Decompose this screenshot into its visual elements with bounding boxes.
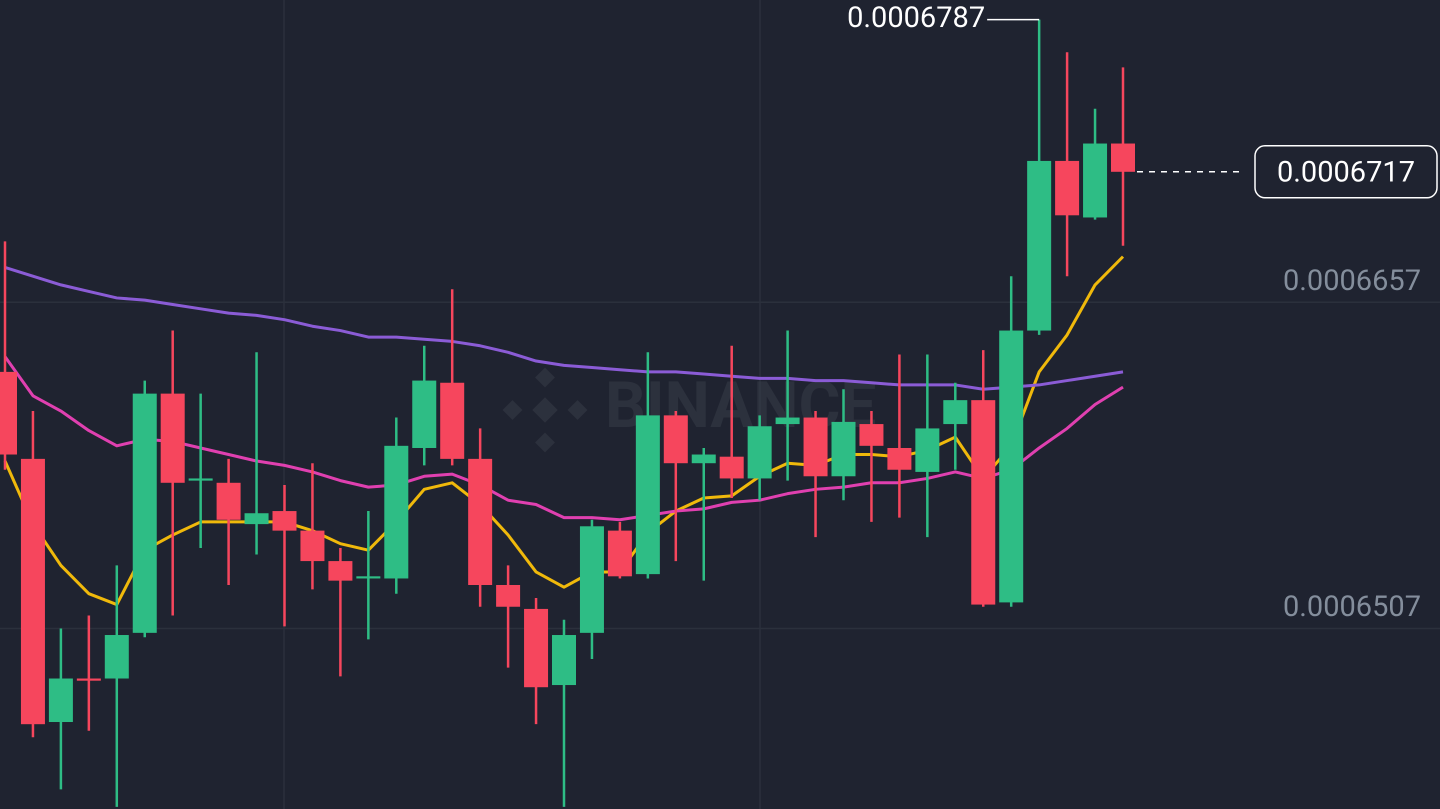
candle-body	[747, 426, 772, 479]
candle-body	[328, 561, 353, 581]
y-tick-label: 0.0006657	[1283, 264, 1421, 298]
candle-body	[691, 454, 716, 464]
candle-body	[887, 447, 912, 470]
candle-body	[160, 393, 185, 483]
candle-body	[132, 393, 157, 633]
candle-body	[607, 530, 632, 577]
candle-body	[971, 400, 996, 605]
candle-body	[831, 421, 856, 477]
candle-body	[496, 585, 521, 607]
candle-body	[1111, 143, 1135, 172]
candle-body	[0, 371, 17, 455]
last-price-label: 0.0006717	[1277, 155, 1415, 189]
candle-body	[775, 417, 800, 425]
high-label: 0.0006787	[847, 1, 985, 35]
y-tick-label: 0.0006507	[1283, 590, 1421, 624]
candle-body	[803, 417, 828, 477]
candle-body	[1055, 160, 1080, 216]
candle-body	[524, 608, 549, 688]
moving-average-line	[4, 266, 1124, 391]
candle-body	[943, 400, 968, 425]
candle-body	[356, 576, 381, 579]
candle-body	[468, 458, 493, 586]
candle-body	[244, 513, 269, 525]
candle-body	[48, 678, 73, 723]
candle-body	[635, 415, 660, 575]
candle-body	[663, 415, 688, 464]
candle-body	[216, 482, 241, 520]
candle-body	[1027, 160, 1052, 331]
candle-body	[1083, 143, 1108, 218]
candle-body	[384, 445, 409, 579]
candle-body	[859, 424, 884, 446]
last-price-box	[1254, 145, 1438, 199]
moving-average-line	[3, 355, 1124, 522]
candle-body	[915, 428, 940, 472]
candle-body	[300, 530, 325, 562]
candle-body	[20, 458, 45, 725]
candle-body	[440, 382, 465, 459]
candle-body	[76, 678, 101, 681]
candle-body	[412, 380, 437, 448]
candle-body	[104, 635, 129, 679]
candle-body	[579, 526, 604, 633]
candle-body	[719, 456, 744, 479]
candle-body	[188, 478, 213, 481]
candle-body	[552, 635, 576, 686]
candle-body	[999, 330, 1024, 603]
candle-body	[272, 511, 297, 531]
